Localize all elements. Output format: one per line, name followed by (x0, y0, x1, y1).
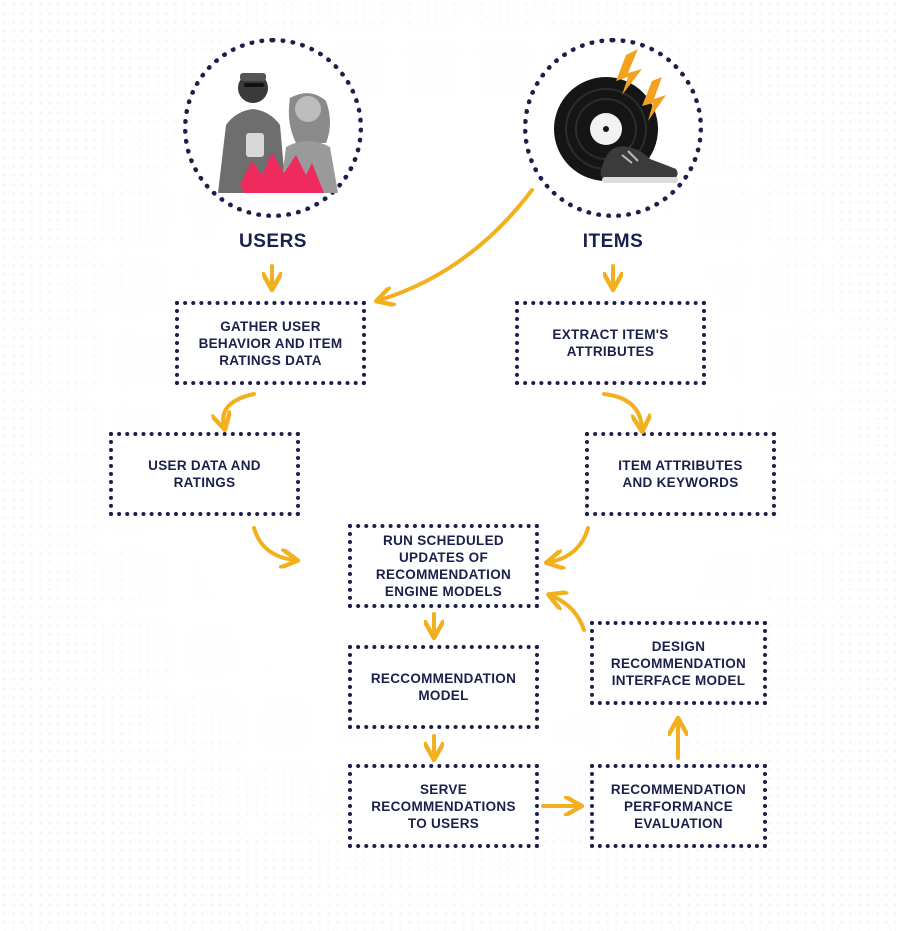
arrow-item-attributes-to-run-updates (550, 526, 590, 562)
design-recommendation-interface-box: DESIGN RECOMMENDATION INTERFACE MODEL (590, 621, 767, 705)
users-circle (183, 38, 363, 218)
arrow-user-data-to-run-updates (252, 526, 294, 560)
item-attributes-and-keywords-box: ITEM ATTRIBUTES AND KEYWORDS (585, 432, 776, 516)
users-photo-icon (218, 73, 338, 193)
arrow-extract-to-item-attributes (602, 392, 642, 428)
run-scheduled-updates-box: RUN SCHEDULED UPDATES OF RECOMMENDATION … (348, 524, 539, 608)
gather-user-behavior-box: GATHER USER BEHAVIOR AND ITEM RATINGS DA… (175, 301, 366, 385)
recommendation-model-box: RECCOMMENDATION MODEL (348, 645, 539, 729)
serve-recommendations-box: SERVE RECOMMENDATIONS TO USERS (348, 764, 539, 848)
arrow-design-to-run-updates (552, 596, 586, 632)
arrow-gather-to-user-data (223, 392, 256, 426)
performance-evaluation-box: RECOMMENDATION PERFORMANCE EVALUATION (590, 764, 767, 848)
vinyl-record-and-sneaker-icon (554, 49, 678, 183)
users-heading: USERS (239, 231, 307, 252)
arrow-items-to-gather (380, 188, 534, 300)
user-data-and-ratings-box: USER DATA AND RATINGS (109, 432, 300, 516)
items-heading: ITEMS (582, 231, 644, 252)
extract-item-attributes-box: EXTRACT ITEM'S ATTRIBUTES (515, 301, 706, 385)
items-circle (523, 38, 703, 218)
